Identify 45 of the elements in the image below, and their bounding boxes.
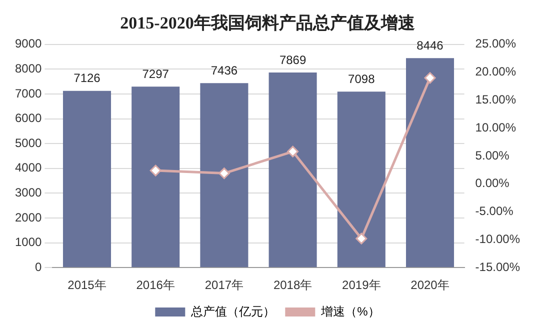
y2-tick-label: -5.00% xyxy=(475,204,514,218)
point xyxy=(356,232,368,244)
bar xyxy=(132,86,180,268)
y2-tick-label: -15.00% xyxy=(475,260,520,274)
y2-tick-label: 5.00% xyxy=(475,148,510,162)
y-tick-label: 5000 xyxy=(14,136,42,150)
y-tick-label: 8000 xyxy=(14,62,42,76)
data-label: 7436 xyxy=(210,64,238,78)
legend-label: 总产值（亿元） xyxy=(190,304,276,318)
data-label: 7869 xyxy=(279,52,306,67)
bar xyxy=(337,92,386,268)
chart-title: 2015-2020年我国饲料产品总产值及增速 xyxy=(120,14,415,33)
y2-tick-label: 25.00% xyxy=(475,36,516,51)
x-tick-label: 2018年 xyxy=(273,278,312,292)
point xyxy=(218,168,230,180)
point xyxy=(287,146,299,158)
data-label: 7126 xyxy=(74,71,101,86)
bar xyxy=(268,72,317,268)
y-tick-label: 0 xyxy=(35,260,42,274)
y2-tick-label: -10.00% xyxy=(475,232,520,246)
y-tick-label: 6000 xyxy=(14,111,42,126)
x-tick-label: 2017年 xyxy=(204,278,244,292)
y-tick-label: 3000 xyxy=(14,186,42,200)
data-label: 7297 xyxy=(142,66,170,81)
y-tick-label: 7000 xyxy=(14,86,42,100)
legend-label: 增速（%） xyxy=(320,304,380,318)
point xyxy=(424,72,436,84)
y2-tick-label: 15.00% xyxy=(475,92,516,107)
data-label: 7098 xyxy=(348,72,376,86)
y-tick-label: 9000 xyxy=(14,36,42,51)
y-tick-label: 2000 xyxy=(14,210,42,224)
x-tick-label: 2015年 xyxy=(68,278,106,292)
y2-tick-label: 20.00% xyxy=(475,64,516,79)
y-tick-label: 1000 xyxy=(14,235,42,250)
data-label: 8446 xyxy=(416,38,444,52)
y-tick-label: 4000 xyxy=(14,160,42,175)
x-tick-label: 2019年 xyxy=(342,278,381,292)
y2-tick-label: 0.00% xyxy=(475,176,510,190)
x-tick-label: 2020年 xyxy=(410,278,450,292)
bar xyxy=(200,83,248,268)
y2-tick-label: 10.00% xyxy=(475,120,516,134)
x-tick-label: 2016年 xyxy=(136,278,175,292)
bar xyxy=(406,58,454,268)
point xyxy=(150,164,162,176)
bar xyxy=(62,90,112,268)
